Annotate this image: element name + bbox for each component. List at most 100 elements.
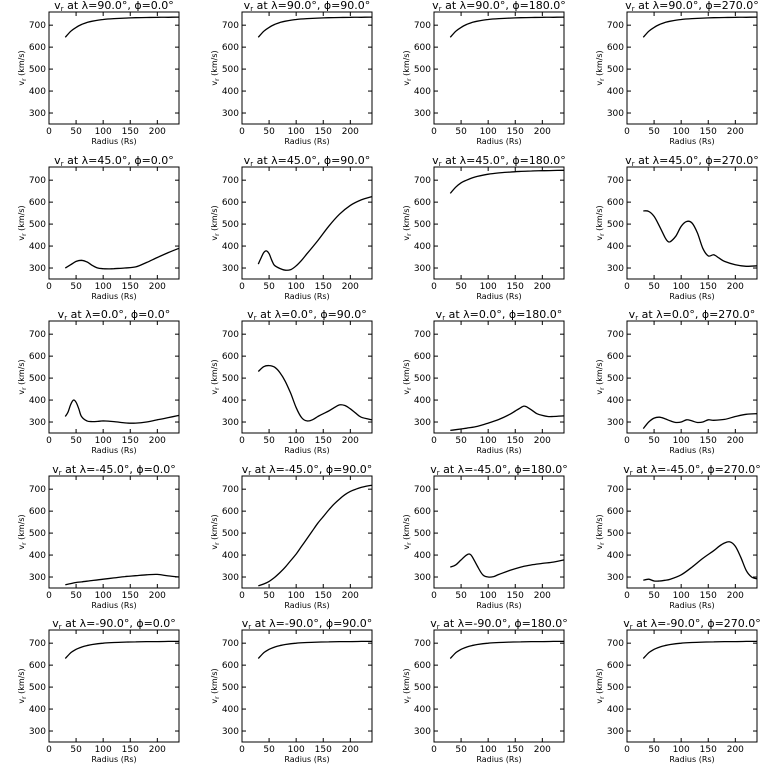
x-tick-label: 100 (95, 436, 112, 446)
y-tick-label: 400 (414, 705, 431, 715)
y-tick-label: 600 (414, 352, 431, 362)
y-tick-label: 300 (29, 573, 46, 583)
y-tick-label: 300 (414, 264, 431, 274)
y-tick-label: 500 (414, 220, 431, 230)
subplot-7: vr at λ=45.0°, ϕ=270.0° 0 50 100 150 200 300 40… (595, 154, 759, 301)
plot-frame (433, 475, 565, 589)
x-tick-label: 150 (700, 282, 717, 292)
subplot-4: vr at λ=45.0°, ϕ=0.0° 0 50 100 150 200 300 400 5… (17, 154, 180, 301)
y-axis-label: vr (km/s) (17, 205, 28, 240)
series-line (642, 413, 758, 430)
y-axis-label: vr (km/s) (402, 514, 413, 549)
x-tick-label: 100 (288, 282, 305, 292)
y-axis-label: vr (km/s) (595, 205, 606, 240)
y-tick-label: 300 (607, 109, 624, 119)
x-tick-label: 0 (239, 436, 245, 446)
y-tick-label: 700 (29, 176, 46, 186)
subplot-3: vr at λ=90.0°, ϕ=270.0° 0 50 100 150 200 300 40… (595, 0, 759, 146)
x-tick-label: 50 (263, 282, 275, 292)
series-line (643, 541, 758, 582)
y-tick-label: 700 (607, 176, 624, 186)
y-tick-label: 300 (607, 727, 624, 737)
y-tick-label: 500 (414, 529, 431, 539)
plot-frame (433, 11, 565, 125)
x-tick-label: 100 (480, 127, 497, 137)
series-line (643, 210, 758, 267)
x-tick-label: 100 (288, 745, 305, 755)
subplot-title: vr at λ=-45.0°, ϕ=270.0° (623, 463, 761, 477)
y-axis-label: vr (km/s) (402, 359, 413, 394)
series-line (642, 16, 758, 38)
x-tick-label: 100 (673, 282, 690, 292)
x-axis-label: Radius (Rs) (284, 755, 329, 764)
y-tick-label: 400 (607, 87, 624, 97)
plot-frame (48, 475, 180, 589)
y-tick-label: 600 (222, 661, 239, 671)
y-tick-label: 600 (414, 661, 431, 671)
y-tick-label: 700 (29, 485, 46, 495)
y-tick-label: 500 (414, 683, 431, 693)
series-line (64, 247, 180, 270)
y-tick-label: 300 (414, 573, 431, 583)
x-axis-label: Radius (Rs) (284, 601, 329, 610)
subplot-title: vr at λ=0.0°, ϕ=270.0° (629, 308, 756, 322)
x-tick-label: 50 (648, 127, 660, 137)
x-tick-label: 50 (263, 745, 275, 755)
x-tick-label: 200 (149, 127, 166, 137)
y-tick-label: 400 (29, 396, 46, 406)
subplot-2: vr at λ=90.0°, ϕ=180.0° 0 50 100 150 200 300 40… (402, 0, 566, 146)
x-axis-label: Radius (Rs) (476, 446, 521, 455)
plot-frame (241, 166, 373, 280)
y-tick-label: 400 (222, 242, 239, 252)
y-tick-label: 300 (29, 264, 46, 274)
plot-frame (48, 320, 180, 434)
x-tick-label: 200 (342, 745, 359, 755)
y-tick-label: 600 (222, 43, 239, 53)
y-tick-label: 700 (414, 176, 431, 186)
y-axis-label: vr (km/s) (210, 514, 221, 549)
x-tick-label: 200 (727, 282, 744, 292)
y-tick-label: 600 (29, 198, 46, 208)
series-line (449, 169, 565, 194)
x-tick-label: 150 (507, 282, 524, 292)
x-tick-label: 50 (70, 127, 82, 137)
subplot-title: vr at λ=0.0°, ϕ=0.0° (58, 308, 171, 322)
y-axis-label: vr (km/s) (210, 359, 221, 394)
x-tick-label: 0 (46, 591, 52, 601)
x-tick-label: 200 (149, 282, 166, 292)
x-tick-label: 50 (70, 591, 82, 601)
y-tick-label: 600 (222, 507, 239, 517)
subplot-title: vr at λ=0.0°, ϕ=180.0° (436, 308, 563, 322)
y-tick-label: 700 (607, 21, 624, 31)
y-axis-label: vr (km/s) (595, 359, 606, 394)
x-tick-label: 50 (263, 591, 275, 601)
plot-frame (48, 11, 180, 125)
y-tick-label: 400 (607, 705, 624, 715)
y-tick-label: 400 (414, 242, 431, 252)
x-axis-label: Radius (Rs) (476, 292, 521, 301)
x-tick-label: 150 (315, 127, 332, 137)
x-tick-label: 200 (534, 436, 551, 446)
x-tick-label: 50 (455, 745, 467, 755)
plot-frame (626, 475, 758, 589)
y-tick-label: 300 (414, 418, 431, 428)
subplot-15: vr at λ=-45.0°, ϕ=270.0° 0 50 100 150 200 300 4… (595, 463, 761, 610)
y-axis-label: vr (km/s) (210, 50, 221, 85)
plot-frame (433, 629, 565, 743)
series-line (64, 399, 180, 424)
y-axis-label: vr (km/s) (210, 205, 221, 240)
y-tick-label: 700 (222, 330, 239, 340)
x-tick-label: 50 (648, 745, 660, 755)
y-tick-label: 700 (607, 330, 624, 340)
subplot-title: vr at λ=-45.0°, ϕ=90.0° (242, 463, 373, 477)
y-tick-label: 300 (607, 264, 624, 274)
x-tick-label: 200 (727, 591, 744, 601)
y-axis-label: vr (km/s) (595, 50, 606, 85)
subplot-title: vr at λ=-90.0°, ϕ=180.0° (430, 617, 568, 631)
x-tick-label: 0 (624, 591, 630, 601)
x-tick-label: 200 (534, 282, 551, 292)
series-line (257, 16, 373, 38)
x-tick-label: 50 (648, 591, 660, 601)
x-tick-label: 50 (70, 745, 82, 755)
x-tick-label: 100 (480, 745, 497, 755)
